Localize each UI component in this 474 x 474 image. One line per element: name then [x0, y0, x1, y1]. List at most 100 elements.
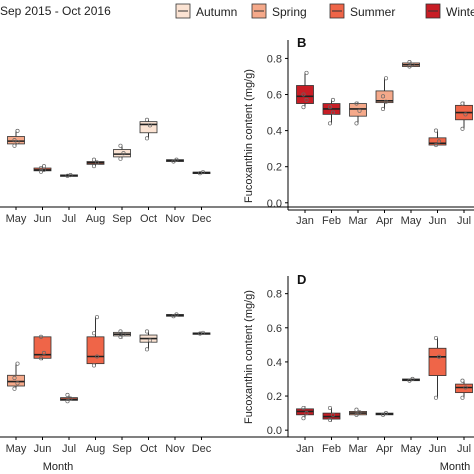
box-may [402, 59, 420, 69]
data-point [460, 378, 465, 383]
box-may [402, 376, 420, 383]
box-apr [375, 76, 394, 112]
x-tick-label: Jan [296, 215, 314, 227]
box-feb [322, 97, 341, 126]
data-point [383, 76, 389, 81]
data-point [301, 416, 306, 421]
data-point [118, 334, 123, 339]
data-point [15, 140, 20, 145]
box-may [7, 128, 25, 148]
x-tick-label: May [6, 443, 27, 455]
data-point [94, 354, 100, 359]
data-point [144, 347, 150, 352]
data-point [121, 151, 126, 156]
data-point [383, 99, 389, 104]
x-tick-label: Apr [376, 215, 393, 227]
x-tick-label: Mar [349, 215, 368, 227]
data-point [327, 105, 333, 110]
box-jul [60, 173, 78, 178]
legend-label-spring: Spring [272, 5, 307, 19]
data-point [433, 335, 439, 341]
box-oct [139, 329, 158, 352]
data-point [357, 410, 362, 415]
data-point [330, 110, 336, 115]
x-tick-label: Mar [349, 443, 368, 455]
data-point [407, 64, 412, 69]
data-point [301, 105, 306, 110]
data-point [144, 117, 150, 122]
box-jul [455, 378, 473, 400]
data-point [38, 356, 44, 361]
panel-c: Month May Jun Jul Aug Sep Oct Nov Dec [0, 312, 474, 473]
box-jan [296, 405, 314, 421]
box-dec [192, 170, 211, 176]
data-point [433, 142, 439, 148]
data-point [144, 329, 150, 334]
data-point [410, 376, 415, 382]
data-point [118, 329, 123, 334]
x-tick-label: Jul [457, 443, 471, 455]
data-point [354, 101, 359, 106]
x-tick-label: Oct [140, 213, 157, 225]
box-jun [428, 335, 447, 400]
box-jun [33, 334, 52, 361]
data-point [12, 143, 17, 148]
x-tick-label: Sep [112, 213, 132, 225]
data-point [436, 354, 442, 359]
data-point [304, 97, 309, 102]
data-point [301, 405, 306, 411]
box-oct [139, 117, 158, 141]
x-tick-label: May [401, 215, 422, 227]
box-jul [60, 392, 78, 404]
data-point [436, 139, 442, 144]
data-point [357, 108, 362, 113]
y-tick-label: 0.4 [267, 357, 282, 369]
data-point [12, 375, 17, 381]
y-tick-label: 0.4 [267, 126, 282, 138]
data-point [327, 405, 333, 411]
data-point [15, 361, 20, 366]
box-body [86, 336, 105, 365]
data-point [380, 94, 386, 99]
x-tick-label: Feb [322, 215, 341, 227]
box-jan [296, 70, 314, 110]
data-point [433, 395, 439, 400]
data-point [38, 165, 44, 171]
x-tick-label: Jun [429, 443, 447, 455]
data-point [304, 70, 309, 75]
data-point [65, 399, 70, 404]
x-tick-label: Jul [62, 443, 76, 455]
panel-d: D Fucoxanthin content (mg/g) Month 0.0 0.… [243, 272, 474, 473]
data-point [174, 312, 179, 317]
data-point [171, 159, 176, 164]
data-point [12, 138, 17, 143]
box-body [7, 374, 25, 387]
x-tick-label: Aug [86, 443, 106, 455]
data-point [15, 128, 20, 133]
data-point [41, 164, 47, 169]
data-point [68, 396, 73, 401]
box-jul [455, 101, 473, 131]
data-point [301, 92, 306, 97]
y-tick-label: 0.0 [267, 425, 282, 437]
data-point [354, 412, 359, 417]
x-tick-label: Sep [112, 443, 132, 455]
box-jun [33, 164, 52, 174]
data-point [383, 411, 389, 416]
data-point [144, 136, 150, 141]
data-point [147, 338, 153, 343]
box-sep [113, 329, 131, 339]
y-tick-label: 0.0 [267, 198, 282, 210]
x-tick-label: Jun [429, 215, 447, 227]
data-point [94, 160, 100, 165]
x-tick-label: Jul [457, 215, 471, 227]
data-point [118, 143, 123, 148]
box-apr [375, 411, 394, 417]
data-point [460, 126, 465, 131]
panel-b-letter: B [297, 35, 306, 50]
x-tick-label: Nov [165, 213, 185, 225]
box-nov [166, 157, 184, 164]
box-mar [349, 101, 367, 126]
data-point [118, 156, 123, 161]
